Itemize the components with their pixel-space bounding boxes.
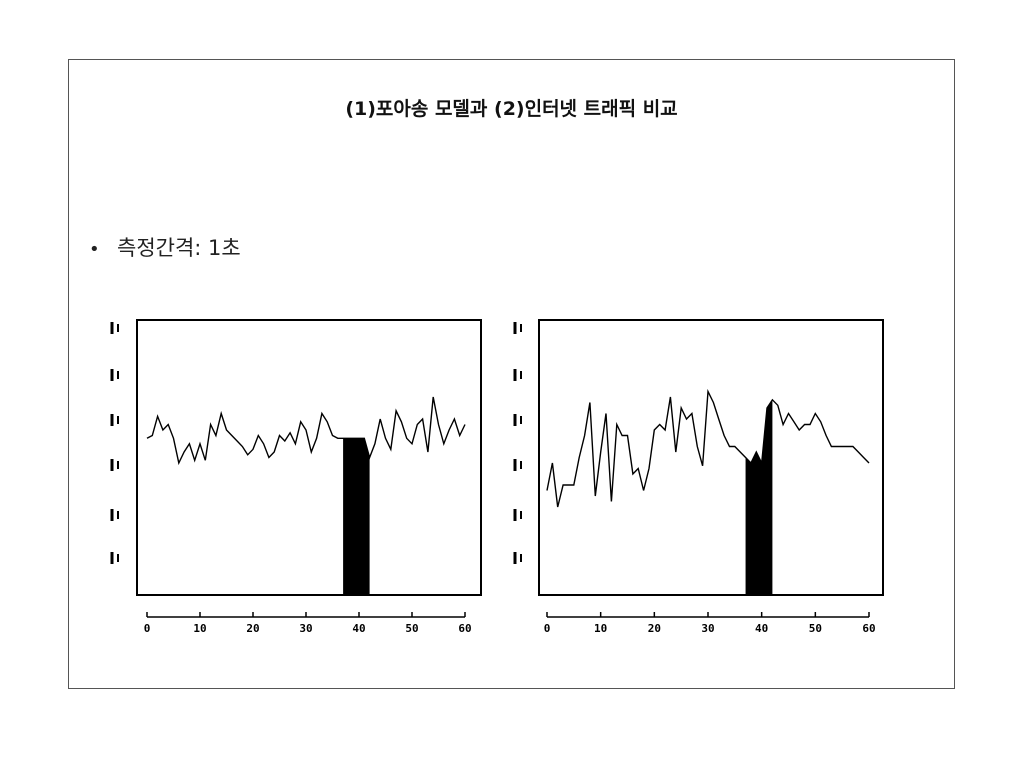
x-tick-label: 0 (144, 622, 151, 635)
series-line (146, 396, 466, 466)
highlight-region (745, 399, 773, 595)
x-tick-label: 10 (594, 622, 607, 635)
x-tick-label: 0 (544, 622, 551, 635)
x-tick-label: 20 (246, 622, 259, 635)
highlight-region (343, 438, 370, 595)
x-tick-label: 60 (862, 622, 875, 635)
slide-title: (1)포아송 모델과 (2)인터넷 트래픽 비교 (345, 98, 678, 120)
x-tick-label: 40 (352, 622, 365, 635)
x-tick-label: 30 (299, 622, 312, 635)
x-tick-label: 60 (458, 622, 471, 635)
x-tick-label: 10 (193, 622, 206, 635)
plot-frame (136, 319, 482, 596)
x-tick-label: 50 (809, 622, 822, 635)
x-tick-label: 30 (701, 622, 714, 635)
slide-frame: (1)포아송 모델과 (2)인터넷 트래픽 비교 • 측정간격: 1초 (68, 59, 955, 689)
bullet-symbol: • (89, 239, 100, 260)
x-tick-label: 50 (405, 622, 418, 635)
bullet-item: • 측정간격: 1초 (89, 232, 241, 262)
plot-frame (538, 319, 884, 596)
x-tick-label: 20 (648, 622, 661, 635)
chart-internet: 0 10 20 30 40 50 60 (513, 319, 884, 635)
series-line (546, 388, 870, 508)
chart-poisson: 0 10 20 30 40 50 60 (110, 319, 482, 635)
x-tick-label: 40 (755, 622, 768, 635)
bullet-text: 측정간격: 1초 (117, 236, 241, 260)
